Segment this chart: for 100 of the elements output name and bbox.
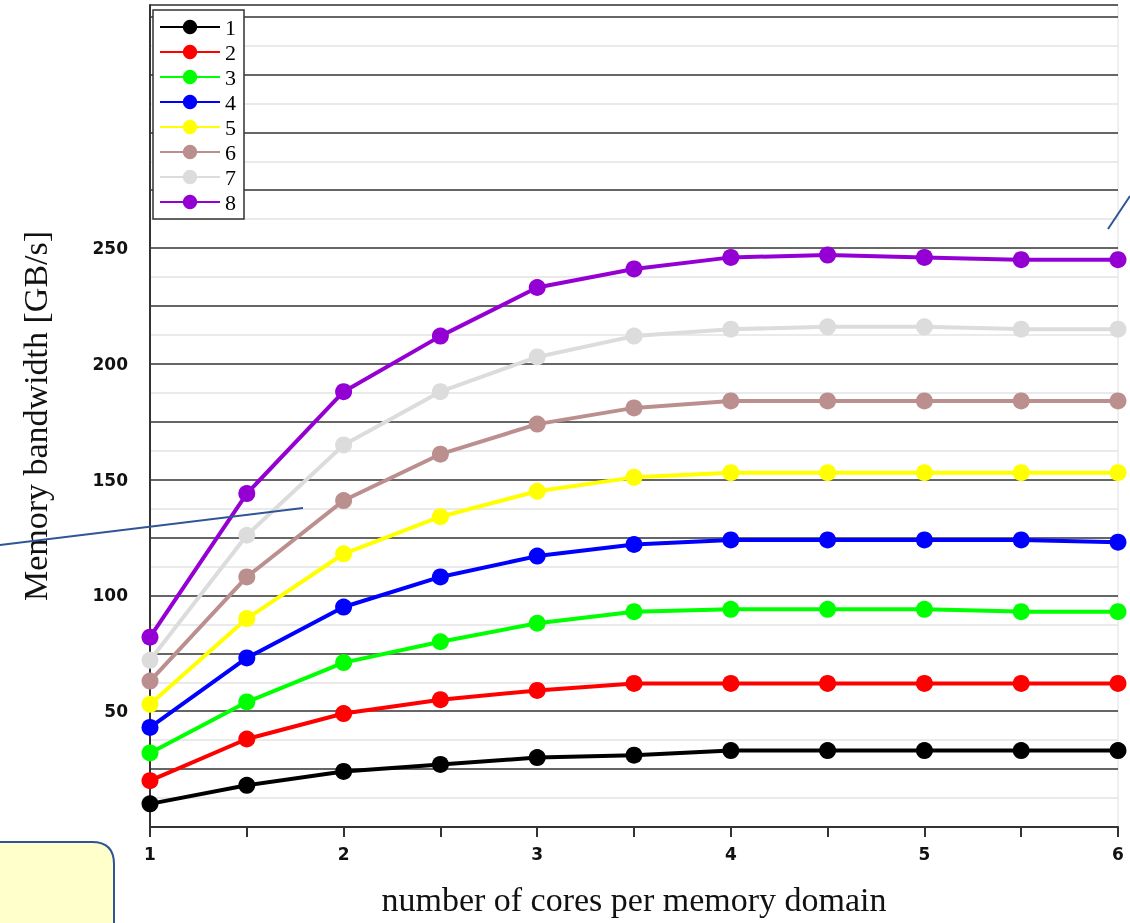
point [528,482,546,500]
point [335,705,353,723]
point [915,742,933,760]
point [625,536,643,554]
point [1109,320,1127,338]
point [625,603,643,621]
point [625,399,643,417]
point [431,568,449,586]
legend-label: 5 [225,114,236,140]
point [431,633,449,651]
point [1109,742,1127,760]
point [722,674,740,692]
point [819,742,837,760]
legend-label: 7 [225,164,236,190]
point [1012,251,1030,269]
point [819,246,837,264]
point [722,464,740,482]
point [819,464,837,482]
point [1012,531,1030,549]
point [141,718,159,736]
point [431,691,449,709]
point [819,674,837,692]
legend-label: 8 [225,189,236,215]
point [238,693,256,711]
point [1012,464,1030,482]
point [238,776,256,794]
y-tick-label: 200 [92,353,129,374]
point [431,327,449,345]
point [915,248,933,266]
point [528,415,546,433]
point [1012,742,1030,760]
point [915,600,933,618]
point [915,392,933,410]
point [819,531,837,549]
point [335,436,353,454]
x-tick-label: 4 [724,843,737,864]
point [915,674,933,692]
point [1012,674,1030,692]
point [335,492,353,510]
x-axis-title: number of cores per memory domain [381,880,887,918]
point [528,681,546,699]
point [1109,464,1127,482]
point [1109,603,1127,621]
point [528,749,546,767]
point [625,468,643,486]
point [915,531,933,549]
legend-label: 1 [225,14,236,40]
point [819,392,837,410]
point [141,651,159,669]
y-tick-label: 100 [92,585,129,606]
point [238,649,256,667]
point [722,392,740,410]
point [819,318,837,336]
point [431,508,449,526]
point [238,610,256,628]
point [141,744,159,762]
point [1012,320,1030,338]
point [238,730,256,748]
point [1109,533,1127,551]
point [722,742,740,760]
point [722,248,740,266]
point [722,320,740,338]
point [431,755,449,773]
point [431,383,449,401]
point [722,600,740,618]
point [1109,251,1127,269]
point [335,762,353,780]
point [915,318,933,336]
point [335,654,353,672]
point [625,674,643,692]
point [722,531,740,549]
point [528,614,546,632]
point [238,526,256,544]
y-axis-title: Memory bandwidth [GB/s] [16,230,54,602]
x-tick-label: 3 [531,843,544,864]
point [141,695,159,713]
point [528,278,546,296]
point [141,772,159,790]
legend-label: 2 [225,39,236,65]
x-tick-label: 6 [1112,843,1124,864]
point [625,327,643,345]
point [625,260,643,278]
point [625,746,643,764]
point [335,545,353,563]
point [141,795,159,813]
point [431,445,449,463]
x-tick-label: 2 [337,843,350,864]
legend-label: 4 [225,89,236,115]
point [141,672,159,690]
point [1109,392,1127,410]
point [528,547,546,565]
legend-label: 3 [225,64,236,90]
point [819,600,837,618]
point [238,485,256,503]
y-tick-label: 150 [92,469,129,490]
point [1012,603,1030,621]
point [141,628,159,646]
point [335,598,353,616]
point [238,568,256,586]
y-tick-label: 250 [92,238,129,259]
